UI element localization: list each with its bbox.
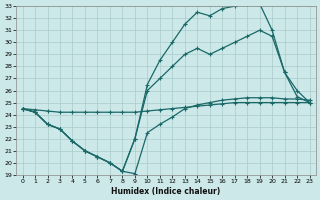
X-axis label: Humidex (Indice chaleur): Humidex (Indice chaleur) xyxy=(111,187,221,196)
